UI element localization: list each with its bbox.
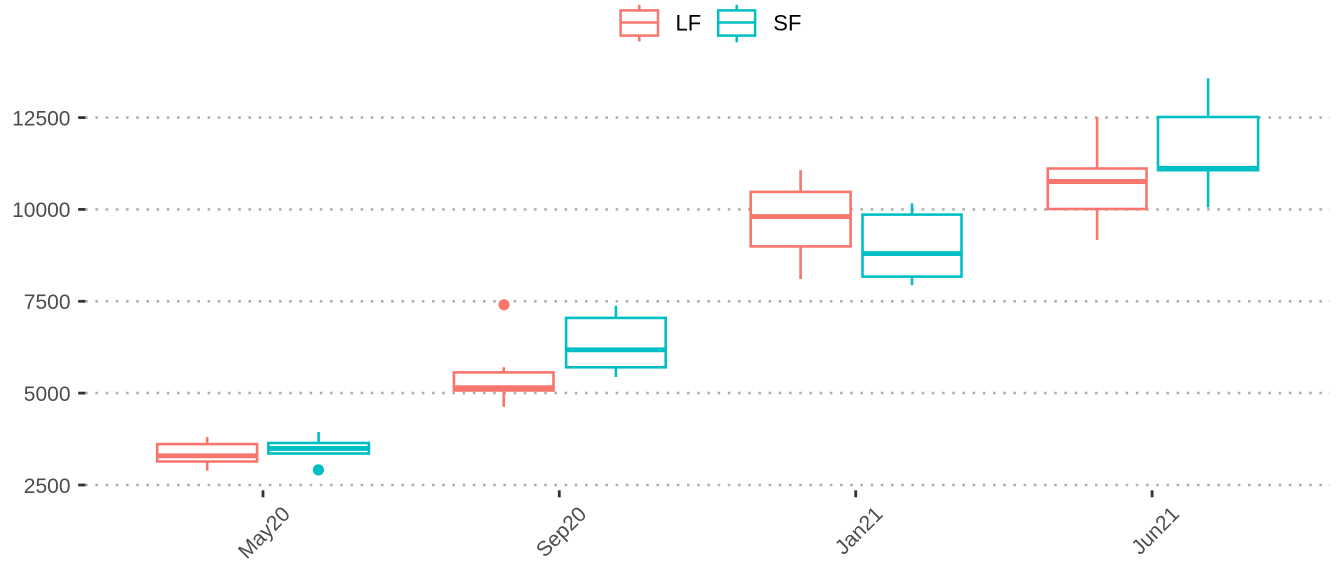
svg-text:LF: LF: [676, 10, 702, 35]
svg-text:7500: 7500: [24, 291, 71, 314]
svg-text:2500: 2500: [24, 475, 71, 498]
svg-text:10000: 10000: [12, 199, 70, 222]
svg-text:5000: 5000: [24, 383, 71, 406]
svg-text:SF: SF: [773, 10, 801, 35]
svg-text:12500: 12500: [12, 107, 70, 130]
